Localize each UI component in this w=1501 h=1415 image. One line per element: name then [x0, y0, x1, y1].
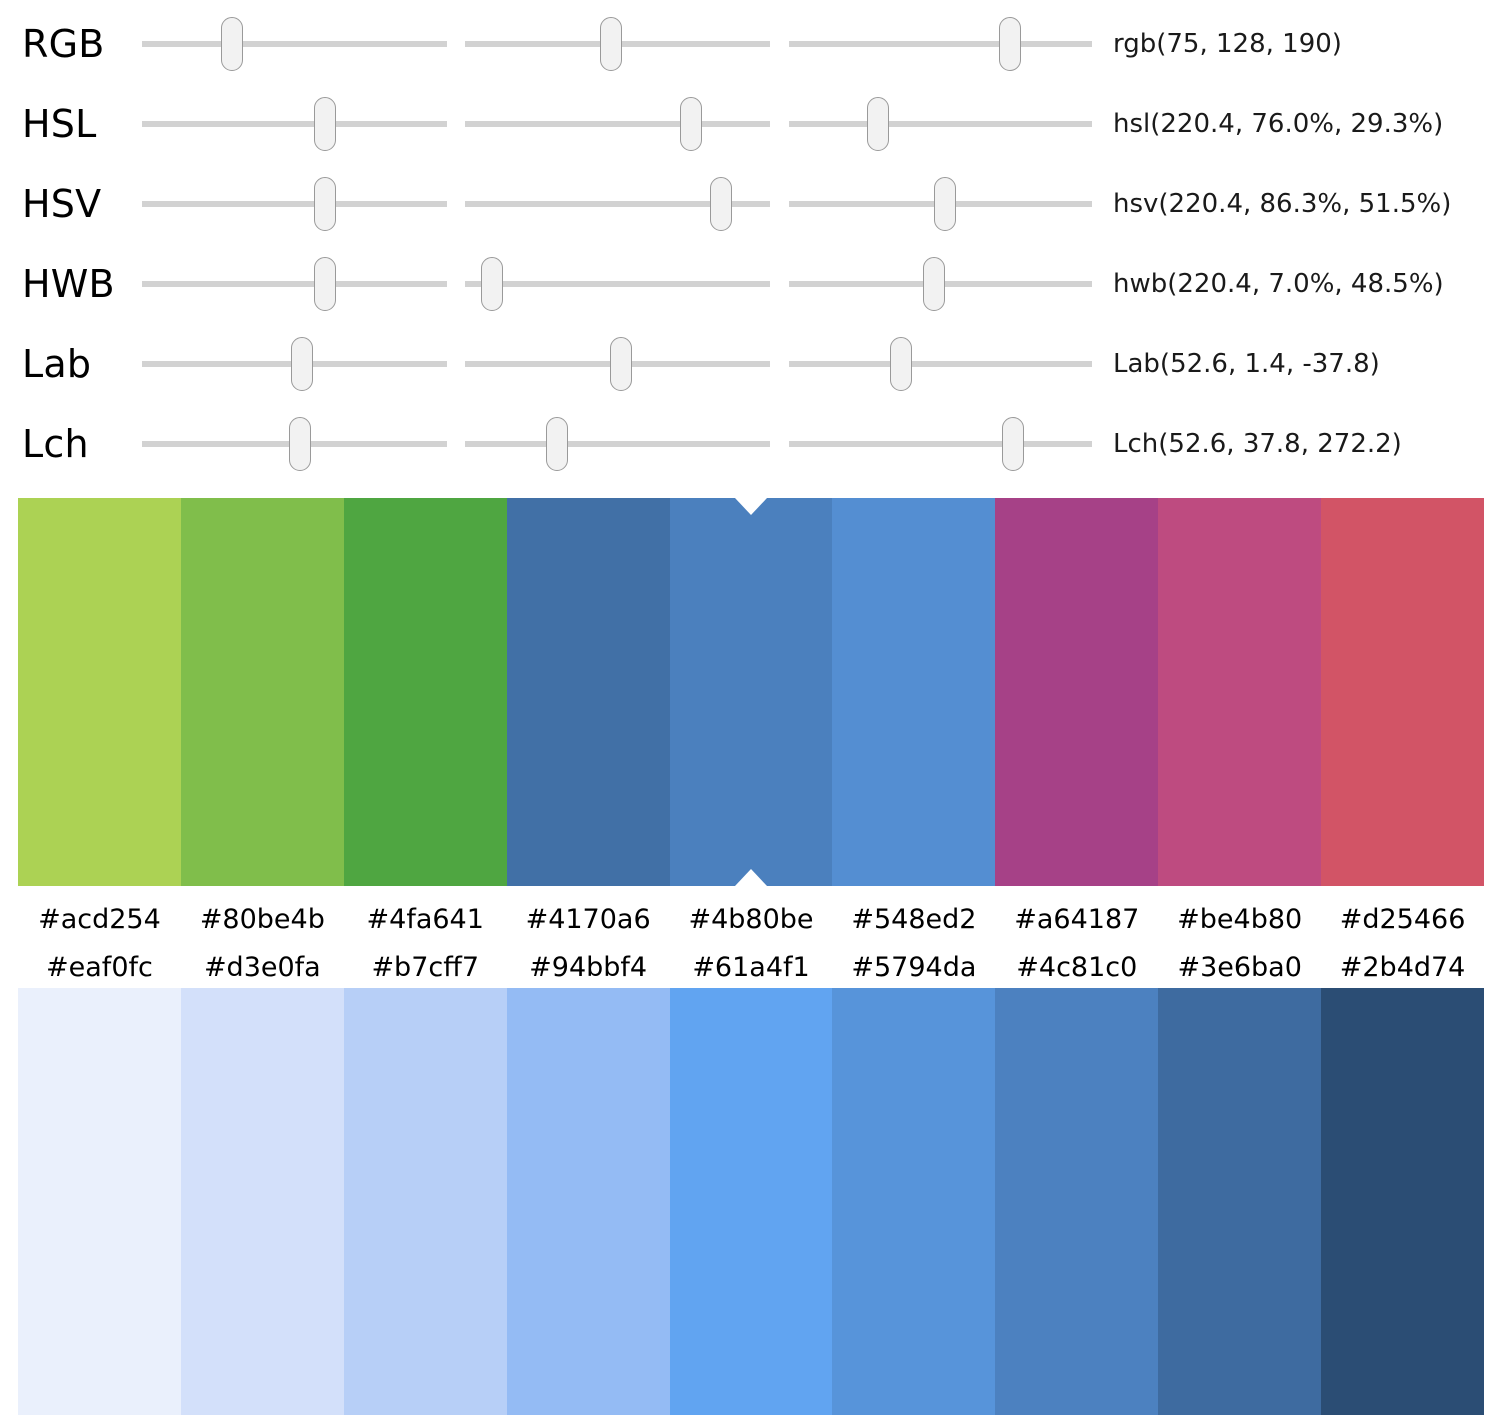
- slider-handle-lab-2[interactable]: [890, 337, 913, 391]
- hex-code-label[interactable]: #d3e0fa: [203, 952, 321, 983]
- slider-track-lch-0[interactable]: [142, 417, 447, 471]
- color-space-label: HSL: [22, 102, 97, 146]
- slider-handle-lch-2[interactable]: [1002, 417, 1025, 471]
- hex-code-label[interactable]: #b7cff7: [371, 952, 480, 983]
- palette-strip-top: [18, 498, 1485, 886]
- slider-row-lab: Lab Lab(52.6, 1.4, -37.8): [0, 324, 1501, 404]
- color-value-text-lch: Lch(52.6, 37.8, 272.2): [1113, 429, 1402, 459]
- slider-handle-rgb-0[interactable]: [220, 17, 243, 71]
- color-swatch[interactable]: [343, 988, 507, 1415]
- hex-code-label[interactable]: #4c81c0: [1016, 952, 1138, 983]
- color-value-text-hsl: hsl(220.4, 76.0%, 29.3%): [1113, 109, 1444, 139]
- hex-code-label[interactable]: #80be4b: [199, 904, 325, 935]
- slider-row-lch: Lch Lch(52.6, 37.8, 272.2): [0, 404, 1501, 484]
- color-space-label: RGB: [22, 22, 105, 66]
- color-swatch[interactable]: [1158, 498, 1322, 886]
- slider-handle-rgb-1[interactable]: [600, 17, 623, 71]
- slider-handle-hwb-0[interactable]: [314, 257, 336, 311]
- hex-code-label[interactable]: #2b4d74: [1339, 952, 1466, 983]
- hex-code-label[interactable]: #548ed2: [851, 904, 977, 935]
- hex-code-label[interactable]: #61a4f1: [692, 952, 810, 983]
- selection-marker-up-icon: [735, 869, 767, 886]
- color-swatch[interactable]: [995, 988, 1159, 1415]
- hex-code-label[interactable]: #d25466: [1339, 904, 1466, 935]
- slider-handle-hsv-1[interactable]: [710, 177, 733, 231]
- color-space-label: Lab: [22, 342, 92, 386]
- hex-code-label[interactable]: #a64187: [1014, 904, 1140, 935]
- slider-track-hsl-2[interactable]: [789, 97, 1092, 151]
- color-swatch[interactable]: [343, 498, 507, 886]
- hex-code-label[interactable]: #3e6ba0: [1177, 952, 1302, 983]
- color-swatch[interactable]: [506, 498, 670, 886]
- slider-track-rgb-1[interactable]: [465, 17, 770, 71]
- slider-track-hsl-1[interactable]: [465, 97, 770, 151]
- slider-handle-hsv-2[interactable]: [934, 177, 957, 231]
- slider-handle-hsl-1[interactable]: [679, 97, 702, 151]
- color-swatch[interactable]: [18, 988, 181, 1415]
- slider-row-hsv: HSV hsv(220.4, 86.3%, 51.5%): [0, 164, 1501, 244]
- slider-track-hwb-1[interactable]: [465, 257, 770, 311]
- hex-code-label[interactable]: #4b80be: [688, 904, 814, 935]
- slider-track-hsl-0[interactable]: [142, 97, 447, 151]
- color-swatch[interactable]: [1158, 988, 1322, 1415]
- color-space-label: HSV: [22, 182, 102, 226]
- color-value-text-hwb: hwb(220.4, 7.0%, 48.5%): [1113, 269, 1444, 299]
- slider-track-lab-0[interactable]: [142, 337, 447, 391]
- slider-track-lch-2[interactable]: [789, 417, 1092, 471]
- hex-code-label[interactable]: #acd254: [38, 904, 161, 935]
- slider-track-hsv-1[interactable]: [465, 177, 770, 231]
- slider-handle-hsl-2[interactable]: [866, 97, 889, 151]
- color-value-text-lab: Lab(52.6, 1.4, -37.8): [1113, 349, 1380, 379]
- slider-track-rgb-0[interactable]: [142, 17, 447, 71]
- hex-code-label[interactable]: #4170a6: [525, 904, 651, 935]
- slider-handle-lch-1[interactable]: [546, 417, 569, 471]
- slider-track-rgb-2[interactable]: [789, 17, 1092, 71]
- color-space-label: HWB: [22, 262, 115, 306]
- slider-track-hwb-2[interactable]: [789, 257, 1092, 311]
- slider-handle-lab-0[interactable]: [291, 337, 314, 391]
- hex-code-label[interactable]: #94bbf4: [529, 952, 648, 983]
- hex-code-label[interactable]: #4fa641: [366, 904, 484, 935]
- color-swatch-selected[interactable]: [669, 498, 833, 886]
- hex-label-row-top: #acd254 #80be4b #4fa641 #4170a6 #4b80be #548e…: [18, 898, 1484, 942]
- slider-handle-lab-1[interactable]: [609, 337, 632, 391]
- slider-handle-hsv-0[interactable]: [314, 177, 336, 231]
- slider-handle-hwb-2[interactable]: [923, 257, 946, 311]
- hex-code-label[interactable]: #5794da: [851, 952, 977, 983]
- color-space-slider-panel: RGB rgb(75, 128, 190) HSL hsl(220.4, 76.0%,…: [0, 0, 1501, 492]
- hex-code-label[interactable]: #be4b80: [1177, 904, 1303, 935]
- slider-handle-rgb-2[interactable]: [998, 17, 1021, 71]
- slider-handle-hsl-0[interactable]: [314, 97, 336, 151]
- slider-handle-lch-0[interactable]: [288, 417, 311, 471]
- slider-track-lab-2[interactable]: [789, 337, 1092, 391]
- slider-handle-hwb-1[interactable]: [481, 257, 504, 311]
- color-swatch[interactable]: [1321, 498, 1485, 886]
- slider-row-hsl: HSL hsl(220.4, 76.0%, 29.3%): [0, 84, 1501, 164]
- color-swatch[interactable]: [506, 988, 670, 1415]
- selection-marker-down-icon: [735, 498, 767, 515]
- color-space-label: Lch: [22, 422, 89, 466]
- slider-row-rgb: RGB rgb(75, 128, 190): [0, 4, 1501, 84]
- palette-strip-bottom: [18, 988, 1485, 1415]
- hex-code-label[interactable]: #eaf0fc: [46, 952, 153, 983]
- color-value-text-hsv: hsv(220.4, 86.3%, 51.5%): [1113, 189, 1452, 219]
- slider-track-lab-1[interactable]: [465, 337, 770, 391]
- color-swatch[interactable]: [180, 988, 344, 1415]
- color-swatch[interactable]: [18, 498, 181, 886]
- hex-label-row-bottom: #eaf0fc #d3e0fa #b7cff7 #94bbf4 #61a4f1 #5794…: [18, 946, 1484, 990]
- slider-track-lch-1[interactable]: [465, 417, 770, 471]
- slider-track-hsv-0[interactable]: [142, 177, 447, 231]
- color-swatch[interactable]: [995, 498, 1159, 886]
- slider-row-hwb: HWB hwb(220.4, 7.0%, 48.5%): [0, 244, 1501, 324]
- color-swatch[interactable]: [832, 988, 996, 1415]
- color-swatch[interactable]: [1321, 988, 1485, 1415]
- color-value-text-rgb: rgb(75, 128, 190): [1113, 29, 1342, 59]
- slider-track-hwb-0[interactable]: [142, 257, 447, 311]
- color-swatch[interactable]: [180, 498, 344, 886]
- color-swatch[interactable]: [669, 988, 833, 1415]
- color-swatch[interactable]: [832, 498, 996, 886]
- slider-track-hsv-2[interactable]: [789, 177, 1092, 231]
